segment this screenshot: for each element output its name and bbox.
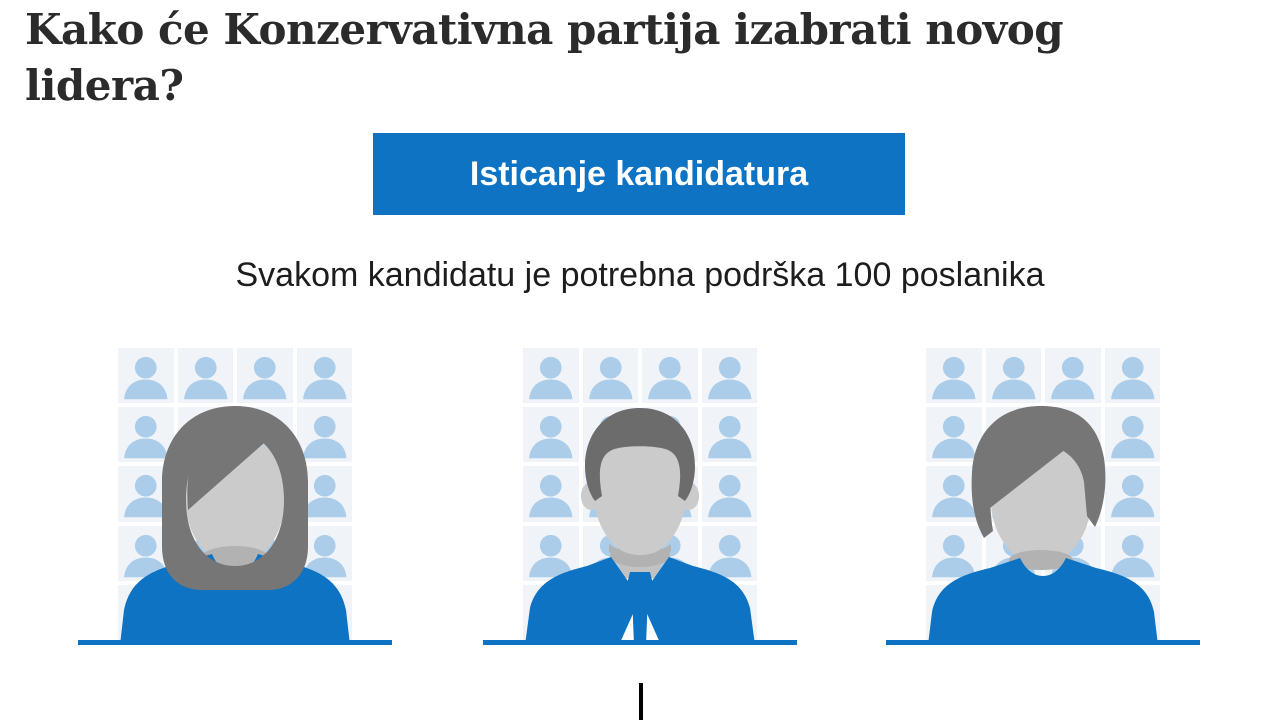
- mp-bust-icon: [1110, 475, 1154, 518]
- mp-tile: [523, 348, 579, 404]
- baseline-rule: [483, 640, 797, 645]
- mp-bust-icon: [302, 475, 346, 518]
- mp-tile: [701, 407, 757, 463]
- candidate-figure-2: [483, 348, 797, 645]
- mp-bust-icon: [1110, 416, 1154, 459]
- mp-bust-icon: [707, 475, 751, 518]
- page-title: Kako će Konzervativna partija izabrati n…: [25, 5, 1064, 110]
- woman-candidate-silhouette: [120, 406, 350, 645]
- mp-bust-icon: [932, 416, 976, 459]
- mp-bust-icon: [529, 356, 573, 400]
- mp-bust-icon: [529, 416, 573, 459]
- mp-bust-icon: [1051, 356, 1095, 400]
- mp-tile: [926, 407, 982, 463]
- baseline-rule: [886, 640, 1200, 645]
- mp-bust-icon: [529, 534, 573, 577]
- mp-bust-icon: [932, 534, 976, 577]
- mp-tile: [1045, 348, 1101, 404]
- mp-tile: [118, 407, 174, 463]
- mp-bust-icon: [991, 356, 1035, 400]
- mp-tile: [926, 525, 982, 581]
- mp-bust-icon: [302, 416, 346, 459]
- mp-tile: [701, 348, 757, 404]
- timeline-connector-line: [639, 683, 643, 720]
- mp-bust-icon: [124, 416, 168, 459]
- person-candidate-silhouette: [928, 406, 1158, 645]
- stage-banner: Isticanje kandidatura: [373, 133, 905, 215]
- mp-bust-icon: [1110, 534, 1154, 577]
- mp-tile: [582, 348, 638, 404]
- mp-bust-icon: [932, 475, 976, 518]
- mp-bust-icon: [183, 356, 227, 400]
- mp-tile: [1104, 348, 1160, 404]
- baseline-rule: [78, 640, 392, 645]
- mp-bust-icon: [243, 356, 287, 400]
- mp-tile: [926, 348, 982, 404]
- mp-bust-icon: [124, 475, 168, 518]
- mp-bust-icon: [932, 356, 976, 400]
- mp-tile: [1104, 525, 1160, 581]
- mp-tile: [296, 407, 352, 463]
- mp-tile: [642, 348, 698, 404]
- mp-tile: [1104, 407, 1160, 463]
- mp-bust-icon: [588, 356, 632, 400]
- mp-tile: [701, 466, 757, 522]
- mp-tile: [118, 348, 174, 404]
- mp-bust-icon: [707, 356, 751, 400]
- stage-banner-label: Isticanje kandidatura: [469, 154, 809, 193]
- mp-tile: [985, 348, 1041, 404]
- candidate-figure-1: [78, 348, 392, 645]
- mp-bust-icon: [302, 356, 346, 400]
- mp-tile: [1104, 466, 1160, 522]
- mp-tile: [296, 348, 352, 404]
- mp-tile: [237, 348, 293, 404]
- mp-tile: [701, 525, 757, 581]
- mp-tile: [523, 407, 579, 463]
- mp-bust-icon: [1110, 356, 1154, 400]
- subtitle-text: Svakom kandidatu je potrebna podrška 100…: [235, 256, 1045, 294]
- mp-bust-icon: [707, 534, 751, 577]
- man-in-suit-candidate-silhouette: [525, 408, 755, 645]
- candidate-figure-3: [886, 348, 1200, 645]
- mp-tile: [177, 348, 233, 404]
- mp-bust-icon: [124, 356, 168, 400]
- mp-bust-icon: [529, 475, 573, 518]
- mp-bust-icon: [707, 416, 751, 459]
- mp-bust-icon: [648, 356, 692, 400]
- mp-tile: [523, 466, 579, 522]
